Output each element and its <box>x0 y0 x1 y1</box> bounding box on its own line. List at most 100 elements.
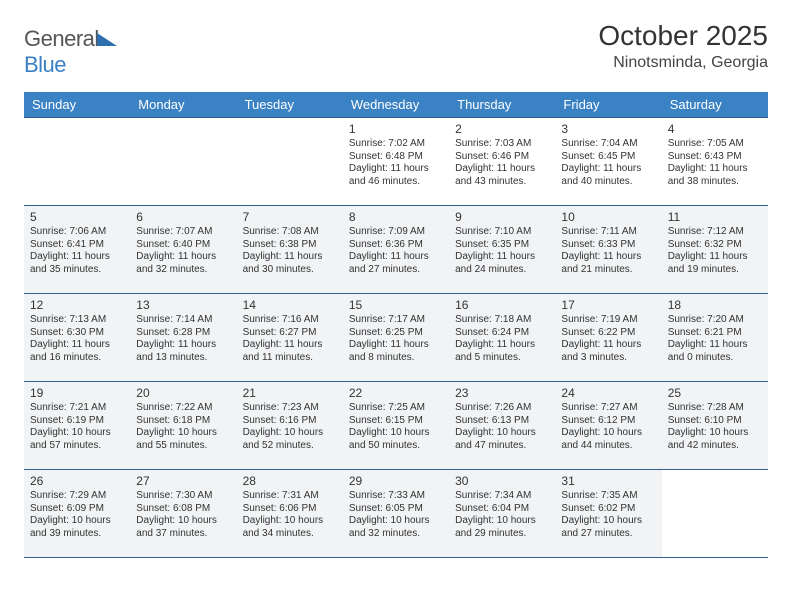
day-info: Sunrise: 7:33 AMSunset: 6:05 PMDaylight:… <box>349 490 443 540</box>
calendar-cell: 28Sunrise: 7:31 AMSunset: 6:06 PMDayligh… <box>237 470 343 558</box>
calendar-cell: 9 Sunrise: 7:10 AMSunset: 6:35 PMDaylight… <box>449 206 555 294</box>
calendar-cell: 15 Sunrise: 7:17 AMSunset: 6:25 PMDayligh… <box>343 294 449 382</box>
day-number: 13 <box>136 298 230 312</box>
day-info: Sunrise: 7:26 AMSunset: 6:13 PMDaylight:… <box>455 402 549 452</box>
day-info: Sunrise: 7:07 AMSunset: 6:40 PMDaylight:… <box>136 226 230 276</box>
day-info: Sunrise: 7:28 AMSunset: 6:10 PMDaylight:… <box>668 402 762 452</box>
calendar-cell: 4 Sunrise: 7:05 AMSunset: 6:43 PMDaylight… <box>662 118 768 206</box>
calendar-cell: 8 Sunrise: 7:09 AMSunset: 6:36 PMDaylight… <box>343 206 449 294</box>
day-header: Thursday <box>449 92 555 118</box>
calendar-week: 26 Sunrise: 7:29 AMSunset: 6:09 PMDayligh… <box>24 470 768 558</box>
calendar-cell: 11Sunrise: 7:12 AMSunset: 6:32 PMDayligh… <box>662 206 768 294</box>
calendar-cell: 6Sunrise: 7:07 AMSunset: 6:40 PMDaylight… <box>130 206 236 294</box>
calendar-cell: 31 Sunrise: 7:35 AMSunset: 6:02 PMDayligh… <box>555 470 661 558</box>
calendar-week: 1 Sunrise: 7:02 AMSunset: 6:48 PMDaylight… <box>24 118 768 206</box>
day-number: 19 <box>30 386 124 400</box>
day-number: 29 <box>349 474 443 488</box>
calendar-cell: 20Sunrise: 7:22 AMSunset: 6:18 PMDayligh… <box>130 382 236 470</box>
day-info: Sunrise: 7:21 AMSunset: 6:19 PMDaylight:… <box>30 402 124 452</box>
day-header: Wednesday <box>343 92 449 118</box>
day-info: Sunrise: 7:06 AMSunset: 6:41 PMDaylight:… <box>30 226 124 276</box>
day-number: 8 <box>349 210 443 224</box>
day-info: Sunrise: 7:17 AMSunset: 6:25 PMDaylight:… <box>349 314 443 364</box>
day-number: 20 <box>136 386 230 400</box>
day-number: 25 <box>668 386 762 400</box>
calendar-cell: 27Sunrise: 7:30 AMSunset: 6:08 PMDayligh… <box>130 470 236 558</box>
day-number: 17 <box>561 298 655 312</box>
day-number: 9 <box>455 210 549 224</box>
day-number: 26 <box>30 474 124 488</box>
day-info: Sunrise: 7:08 AMSunset: 6:38 PMDaylight:… <box>243 226 337 276</box>
calendar-cell: 2 Sunrise: 7:03 AMSunset: 6:46 PMDaylight… <box>449 118 555 206</box>
day-header: Saturday <box>662 92 768 118</box>
day-info: Sunrise: 7:35 AMSunset: 6:02 PMDaylight:… <box>561 490 655 540</box>
calendar-cell: 23Sunrise: 7:26 AMSunset: 6:13 PMDayligh… <box>449 382 555 470</box>
day-info: Sunrise: 7:14 AMSunset: 6:28 PMDaylight:… <box>136 314 230 364</box>
brand-part2: Blue <box>24 52 66 77</box>
day-info: Sunrise: 7:25 AMSunset: 6:15 PMDaylight:… <box>349 402 443 452</box>
day-number: 1 <box>349 122 443 136</box>
calendar-cell: 17 Sunrise: 7:19 AMSunset: 6:22 PMDayligh… <box>555 294 661 382</box>
day-info: Sunrise: 7:11 AMSunset: 6:33 PMDaylight:… <box>561 226 655 276</box>
day-info: Sunrise: 7:10 AMSunset: 6:35 PMDaylight:… <box>455 226 549 276</box>
calendar-cell: 18 Sunrise: 7:20 AMSunset: 6:21 PMDayligh… <box>662 294 768 382</box>
day-number: 21 <box>243 386 337 400</box>
day-number: 4 <box>668 122 762 136</box>
calendar-table: SundayMondayTuesdayWednesdayThursdayFrid… <box>24 92 768 558</box>
calendar-cell <box>662 470 768 558</box>
location-text: Ninotsminda, Georgia <box>598 54 768 72</box>
calendar-cell: 16Sunrise: 7:18 AMSunset: 6:24 PMDayligh… <box>449 294 555 382</box>
day-info: Sunrise: 7:04 AMSunset: 6:45 PMDaylight:… <box>561 138 655 188</box>
calendar-cell: 21Sunrise: 7:23 AMSunset: 6:16 PMDayligh… <box>237 382 343 470</box>
day-header: Monday <box>130 92 236 118</box>
day-number: 10 <box>561 210 655 224</box>
calendar-week: 5 Sunrise: 7:06 AMSunset: 6:41 PMDaylight… <box>24 206 768 294</box>
day-info: Sunrise: 7:09 AMSunset: 6:36 PMDaylight:… <box>349 226 443 276</box>
day-header: Tuesday <box>237 92 343 118</box>
brand-text: General Blue <box>24 26 117 78</box>
brand-part1: General <box>24 26 99 51</box>
day-number: 2 <box>455 122 549 136</box>
calendar-week: 19 Sunrise: 7:21 AMSunset: 6:19 PMDayligh… <box>24 382 768 470</box>
day-number: 24 <box>561 386 655 400</box>
day-number: 18 <box>668 298 762 312</box>
calendar-cell: 3 Sunrise: 7:04 AMSunset: 6:45 PMDaylight… <box>555 118 661 206</box>
day-info: Sunrise: 7:29 AMSunset: 6:09 PMDaylight:… <box>30 490 124 540</box>
day-info: Sunrise: 7:19 AMSunset: 6:22 PMDaylight:… <box>561 314 655 364</box>
day-number: 11 <box>668 210 762 224</box>
calendar-cell <box>130 118 236 206</box>
day-info: Sunrise: 7:13 AMSunset: 6:30 PMDaylight:… <box>30 314 124 364</box>
day-number: 22 <box>349 386 443 400</box>
title-block: October 2025 Ninotsminda, Georgia <box>598 20 768 72</box>
calendar-body: 1 Sunrise: 7:02 AMSunset: 6:48 PMDaylight… <box>24 118 768 558</box>
day-info: Sunrise: 7:05 AMSunset: 6:43 PMDaylight:… <box>668 138 762 188</box>
day-info: Sunrise: 7:03 AMSunset: 6:46 PMDaylight:… <box>455 138 549 188</box>
calendar-cell: 7Sunrise: 7:08 AMSunset: 6:38 PMDaylight… <box>237 206 343 294</box>
calendar-cell: 30Sunrise: 7:34 AMSunset: 6:04 PMDayligh… <box>449 470 555 558</box>
calendar-cell: 12Sunrise: 7:13 AMSunset: 6:30 PMDayligh… <box>24 294 130 382</box>
calendar-cell <box>237 118 343 206</box>
month-title: October 2025 <box>598 20 768 52</box>
day-info: Sunrise: 7:20 AMSunset: 6:21 PMDaylight:… <box>668 314 762 364</box>
day-number: 5 <box>30 210 124 224</box>
calendar-cell: 14Sunrise: 7:16 AMSunset: 6:27 PMDayligh… <box>237 294 343 382</box>
day-header: Friday <box>555 92 661 118</box>
calendar-cell: 1 Sunrise: 7:02 AMSunset: 6:48 PMDaylight… <box>343 118 449 206</box>
day-header: Sunday <box>24 92 130 118</box>
day-info: Sunrise: 7:18 AMSunset: 6:24 PMDaylight:… <box>455 314 549 364</box>
day-number: 14 <box>243 298 337 312</box>
day-number: 31 <box>561 474 655 488</box>
calendar-cell: 29 Sunrise: 7:33 AMSunset: 6:05 PMDayligh… <box>343 470 449 558</box>
calendar-cell <box>24 118 130 206</box>
day-number: 3 <box>561 122 655 136</box>
calendar-cell: 10 Sunrise: 7:11 AMSunset: 6:33 PMDayligh… <box>555 206 661 294</box>
day-number: 28 <box>243 474 337 488</box>
header: General Blue October 2025 Ninotsminda, G… <box>24 20 768 78</box>
day-info: Sunrise: 7:27 AMSunset: 6:12 PMDaylight:… <box>561 402 655 452</box>
day-number: 27 <box>136 474 230 488</box>
brand-logo: General Blue <box>24 20 117 78</box>
day-number: 15 <box>349 298 443 312</box>
day-info: Sunrise: 7:02 AMSunset: 6:48 PMDaylight:… <box>349 138 443 188</box>
calendar-cell: 5 Sunrise: 7:06 AMSunset: 6:41 PMDaylight… <box>24 206 130 294</box>
day-number: 30 <box>455 474 549 488</box>
